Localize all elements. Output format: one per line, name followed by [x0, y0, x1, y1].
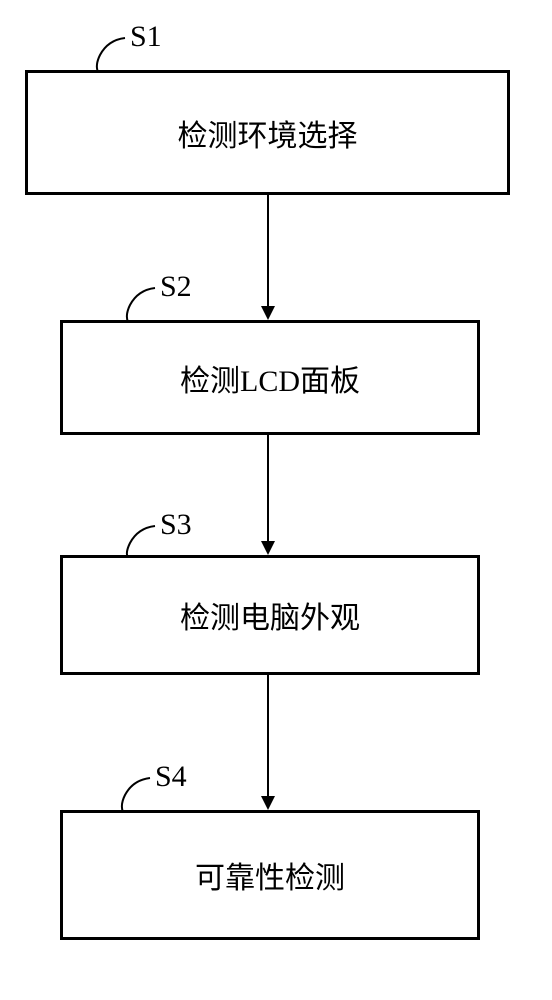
flowchart-canvas: S1 S2 S3 S4 检测环境选择 检测LCD面板 检测电脑外观 可靠性检测 [0, 0, 552, 1000]
arrow-s3-s4 [0, 0, 552, 1000]
